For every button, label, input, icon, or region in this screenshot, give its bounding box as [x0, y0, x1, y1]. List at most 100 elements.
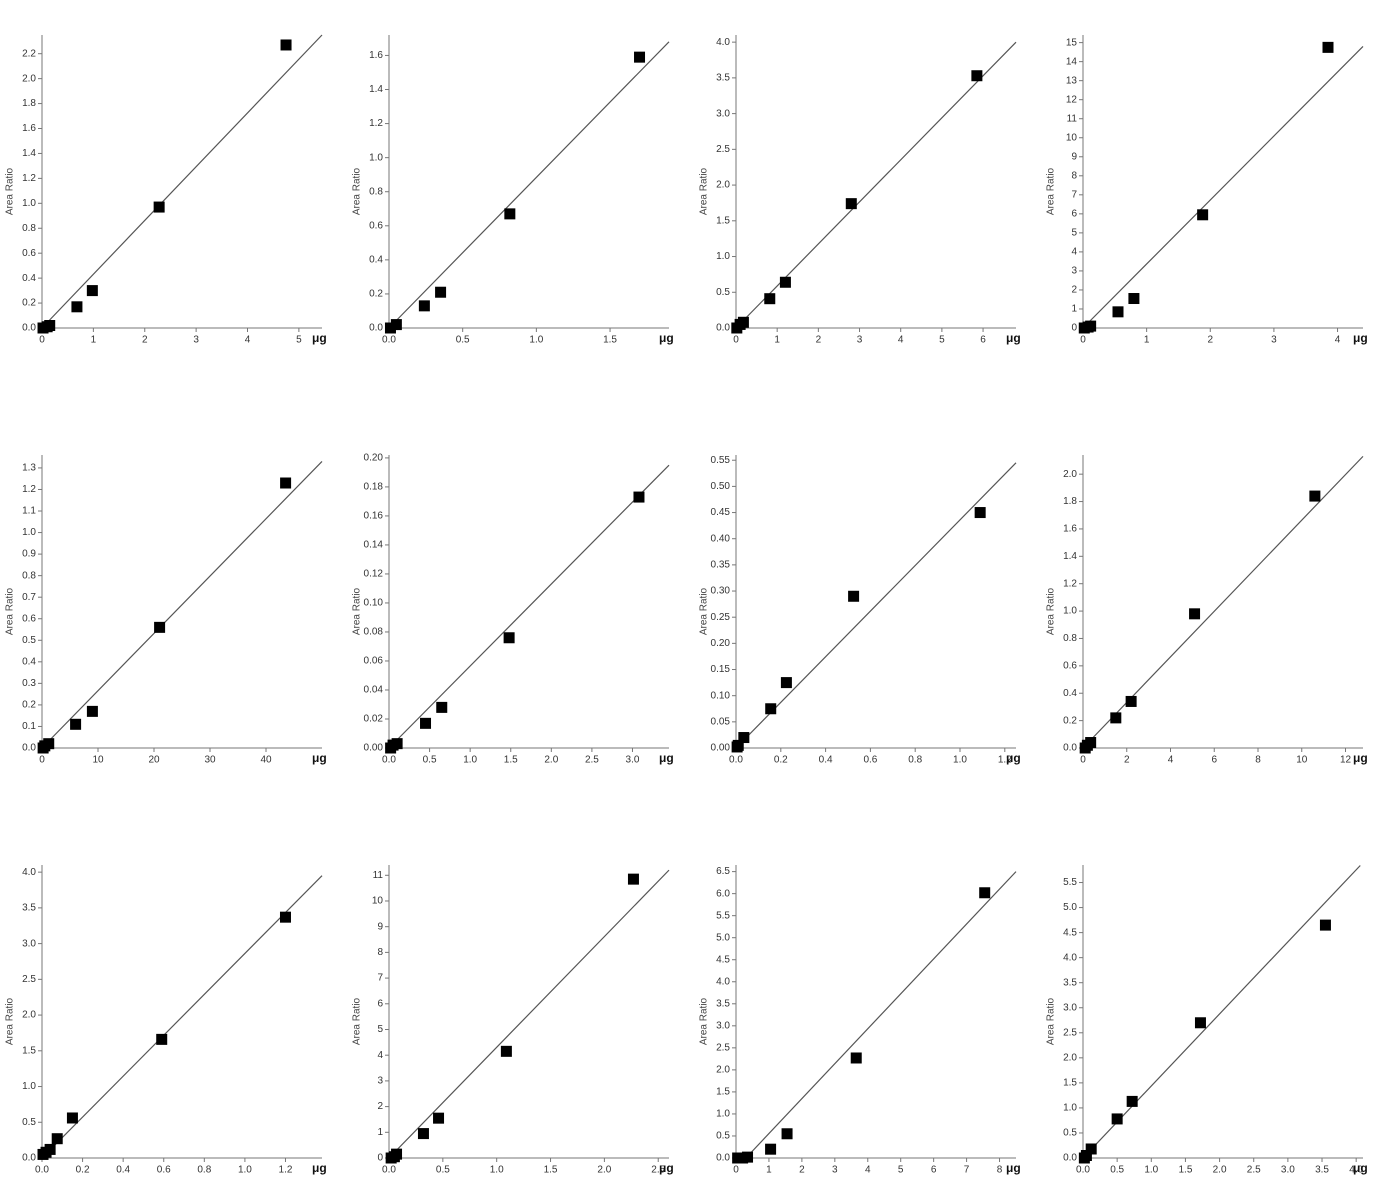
- x-tick-label: 4: [865, 1165, 871, 1176]
- x-axis-label: μg: [312, 331, 327, 345]
- y-tick-label: 2.5: [22, 974, 36, 985]
- y-tick-label: 0: [377, 1153, 383, 1164]
- data-point: [1128, 293, 1140, 305]
- x-tick-label: 0.4: [116, 1165, 130, 1176]
- x-tick-label: 1.2: [998, 755, 1012, 766]
- y-tick-label: 1: [377, 1127, 383, 1138]
- chart-panel: 0.0 0.1 0.2 0.3 0.4 0.5 0.6 0.7 0.8 0.9 1.0 1.1 1.2 1…: [5, 455, 327, 766]
- data-point: [71, 301, 83, 313]
- y-tick-label: 9: [377, 921, 383, 932]
- data-point: [1319, 919, 1331, 931]
- y-tick-label: 1.0: [369, 152, 383, 163]
- data-point: [1085, 1143, 1097, 1155]
- chart-panel: 0.0 0.5 1.0 1.5 2.0 2.5 3.0 3.5 4.0 0 1 2 3 4 5 6 μg Area…: [699, 35, 1021, 346]
- y-tick-label: 1.5: [1063, 1078, 1077, 1089]
- fit-line: [1082, 45, 1364, 329]
- x-tick-label: 0.6: [157, 1165, 171, 1176]
- y-tick-label: 13: [1066, 75, 1078, 86]
- y-tick-label: 3.0: [22, 938, 36, 949]
- y-tick-label: 0: [1071, 323, 1077, 334]
- y-tick-label: 6: [1071, 208, 1077, 219]
- y-tick-label: 0.3: [22, 678, 36, 689]
- chart-panel: 0.0 0.2 0.4 0.6 0.8 1.0 1.2 1.4 1.6 1.8 2.0 0 2 4 6 8 10…: [1046, 455, 1368, 766]
- x-tick-label: 2.0: [1213, 1165, 1227, 1176]
- y-tick-label: 0.16: [364, 511, 384, 522]
- y-tick-label: 0.15: [711, 664, 731, 675]
- fit-line: [745, 871, 1017, 1159]
- x-tick-label: 30: [204, 755, 216, 766]
- x-tick-label: 0.5: [456, 335, 470, 346]
- y-tick-label: 0.5: [1063, 1128, 1077, 1139]
- data-point: [70, 718, 82, 730]
- chart-panel: 0.0 0.2 0.4 0.6 0.8 1.0 1.2 1.4 1.6 1.8 2.0 2.2 0 1 2 3…: [5, 34, 327, 346]
- x-tick-label: 0.0: [382, 1165, 396, 1176]
- y-tick-label: 2: [1071, 285, 1077, 296]
- y-tick-label: 1.8: [1063, 496, 1077, 507]
- y-tick-label: 4.5: [1063, 927, 1077, 938]
- y-axis-label: Area Ratio: [5, 587, 16, 635]
- y-tick-label: 6.5: [716, 866, 730, 877]
- y-tick-label: 1.2: [22, 173, 36, 184]
- y-tick-label: 0.8: [22, 223, 36, 234]
- chart-panel: 0.00 0.05 0.10 0.15 0.20 0.25 0.30 0.35 0.40 0.45…: [699, 455, 1021, 766]
- data-point: [1126, 1095, 1138, 1107]
- y-tick-label: 0.6: [1063, 660, 1077, 671]
- x-tick-label: 0.0: [729, 755, 743, 766]
- data-point: [503, 632, 515, 644]
- y-tick-label: 2.2: [22, 48, 36, 59]
- x-tick-label: 0.0: [1076, 1165, 1090, 1176]
- data-point: [86, 285, 98, 297]
- y-tick-label: 2.0: [716, 180, 730, 191]
- data-point: [433, 1112, 445, 1124]
- y-tick-label: 1.1: [22, 506, 36, 517]
- x-tick-label: 4: [898, 335, 904, 346]
- x-tick-label: 1.0: [529, 335, 543, 346]
- data-point: [420, 717, 432, 729]
- data-point: [850, 1052, 862, 1064]
- x-tick-label: 0.0: [382, 755, 396, 766]
- y-tick-label: 2.0: [22, 73, 36, 84]
- data-point: [737, 316, 749, 328]
- y-tick-label: 15: [1066, 37, 1078, 48]
- y-tick-label: 10: [1066, 132, 1078, 143]
- y-axis-label: Area Ratio: [1046, 167, 1057, 215]
- x-tick-label: 0.8: [197, 1165, 211, 1176]
- y-tick-label: 8: [377, 947, 383, 958]
- x-tick-label: 0.8: [908, 755, 922, 766]
- y-tick-label: 4.0: [716, 37, 730, 48]
- y-axis-label: Area Ratio: [1046, 587, 1057, 635]
- y-tick-label: 0.25: [711, 612, 731, 623]
- x-tick-label: 0: [39, 755, 45, 766]
- y-tick-label: 0.06: [364, 656, 384, 667]
- fit-line: [388, 464, 670, 749]
- y-tick-label: 5.0: [716, 932, 730, 943]
- x-tick-label: 0.6: [863, 755, 877, 766]
- data-point: [780, 677, 792, 689]
- y-tick-label: 5.5: [1063, 877, 1077, 888]
- x-tick-label: 8: [1255, 755, 1261, 766]
- data-point: [1080, 1149, 1092, 1161]
- x-tick-label: 6: [980, 335, 986, 346]
- x-tick-label: 0: [733, 1165, 739, 1176]
- x-axis-label: μg: [659, 331, 674, 345]
- data-point: [732, 739, 744, 751]
- y-tick-label: 2: [377, 1101, 383, 1112]
- fit-line: [41, 461, 323, 749]
- y-tick-label: 1.4: [369, 84, 383, 95]
- x-tick-label: 1.0: [238, 1165, 252, 1176]
- data-point: [848, 590, 860, 602]
- x-axis-label: μg: [1353, 331, 1368, 345]
- y-tick-label: 0.9: [22, 549, 36, 560]
- x-tick-label: 2: [816, 335, 822, 346]
- data-point: [436, 701, 448, 713]
- fit-line: [1082, 865, 1361, 1159]
- y-tick-label: 0.0: [369, 323, 383, 334]
- chart-panel: 0.0 0.5 1.0 1.5 2.0 2.5 3.0 3.5 4.0 4.5 5.0 5.5 0.0 0…: [1046, 865, 1368, 1176]
- y-tick-label: 1.0: [1063, 606, 1077, 617]
- y-tick-label: 0.0: [22, 323, 36, 334]
- data-point: [43, 738, 55, 750]
- y-tick-label: 11: [373, 870, 384, 881]
- x-tick-label: 0: [1080, 335, 1086, 346]
- x-tick-label: 2.0: [597, 1165, 611, 1176]
